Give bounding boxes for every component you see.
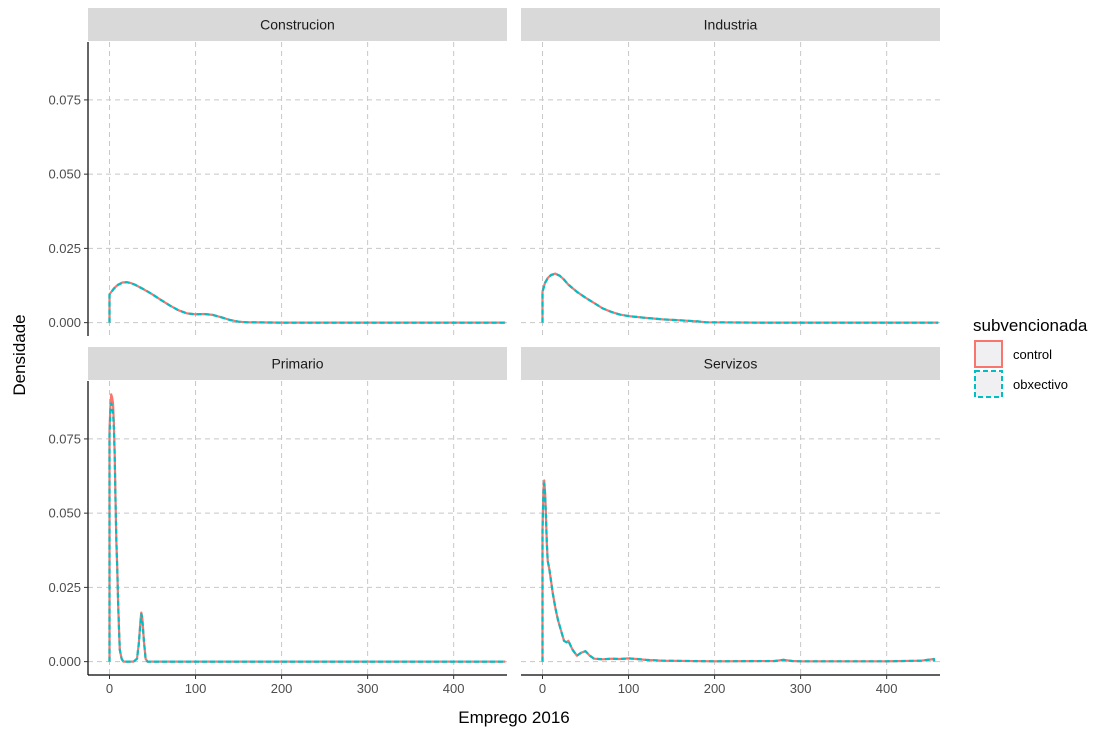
panel-construcion: Construcion xyxy=(88,8,507,336)
x-tick-label: 200 xyxy=(271,681,293,696)
panel-strip-label: Servizos xyxy=(704,356,758,372)
legend-label: control xyxy=(1013,347,1052,362)
panel-strip xyxy=(521,8,940,41)
panel-strip-label: Primario xyxy=(271,356,323,372)
x-tick-label: 300 xyxy=(790,681,812,696)
density-line-obxectivo xyxy=(541,272,939,324)
panel-strip xyxy=(521,347,940,380)
density-line-control xyxy=(541,479,936,663)
x-tick-label: 400 xyxy=(443,681,465,696)
y-tick-label: 0.025 xyxy=(48,580,81,595)
panel-strip-label: Industria xyxy=(704,17,758,33)
grid-lines xyxy=(521,42,940,336)
panel-strip-label: Construcion xyxy=(260,17,335,33)
density-line-control xyxy=(108,281,506,324)
panel-strip xyxy=(88,8,507,41)
x-tick-label: 300 xyxy=(357,681,379,696)
y-tick-label: 0.000 xyxy=(48,654,81,669)
x-axis-title: Emprego 2016 xyxy=(458,708,570,727)
y-tick-label: 0.000 xyxy=(48,315,81,330)
axes-layer: 0.000 0.025 0.050 0.075 0.000 0.025 0.050 0.075… xyxy=(48,42,940,696)
legend-title: subvencionada xyxy=(973,316,1088,335)
panel-servizos: Servizos xyxy=(521,347,940,675)
legend-entries: control obxectivo xyxy=(974,340,1068,398)
grid-lines xyxy=(88,42,507,336)
y-tick-label: 0.050 xyxy=(48,506,81,521)
legend: subvencionada control obxectivo xyxy=(973,316,1088,398)
x-tick-label: 100 xyxy=(618,681,640,696)
density-line-control xyxy=(108,393,506,663)
density-line-obxectivo xyxy=(108,281,506,324)
panels-layer: Construcion Industria Primario Servizos xyxy=(88,8,940,675)
y-tick-label: 0.075 xyxy=(48,92,81,107)
legend-swatch xyxy=(974,340,1003,368)
legend-key-obxectivo: obxectivo xyxy=(974,370,1068,398)
x-tick-label: 0 xyxy=(106,681,113,696)
legend-label: obxectivo xyxy=(1013,377,1068,392)
grid-lines xyxy=(521,381,940,675)
y-tick-label: 0.075 xyxy=(48,431,81,446)
x-tick-label: 200 xyxy=(704,681,726,696)
x-tick-label: 400 xyxy=(876,681,898,696)
y-axis-title: Densidade xyxy=(10,314,29,395)
legend-key-control: control xyxy=(974,340,1052,368)
density-line-obxectivo xyxy=(108,402,506,663)
grid-lines xyxy=(88,381,507,675)
y-tick-label: 0.025 xyxy=(48,241,81,256)
y-tick-label: 0.050 xyxy=(48,167,81,182)
panel-industria: Industria xyxy=(521,8,940,336)
density-line-obxectivo xyxy=(541,482,936,663)
x-tick-label: 0 xyxy=(539,681,546,696)
x-tick-label: 100 xyxy=(185,681,207,696)
legend-swatch xyxy=(974,370,1003,398)
panel-primario: Primario xyxy=(88,347,507,675)
density-line-control xyxy=(541,272,939,324)
panel-strip xyxy=(88,347,507,380)
